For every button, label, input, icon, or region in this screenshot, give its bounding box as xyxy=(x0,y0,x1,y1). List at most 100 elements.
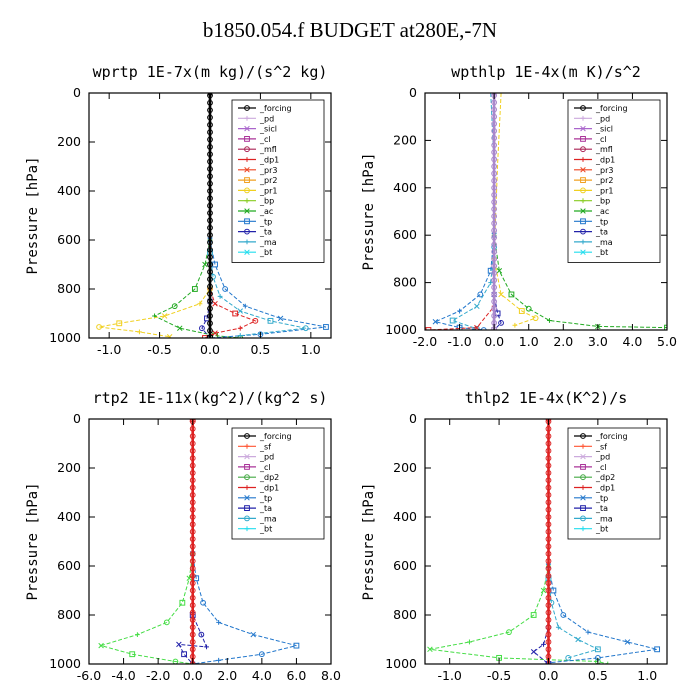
x-tick-label: 8.0 xyxy=(321,668,341,683)
marker xyxy=(491,256,498,262)
marker xyxy=(207,195,213,202)
legend-entry: _sf xyxy=(259,442,271,451)
marker xyxy=(580,249,586,255)
marker xyxy=(491,170,498,177)
marker xyxy=(207,93,213,96)
marker xyxy=(580,228,586,235)
marker xyxy=(207,254,213,261)
legend-entry: _cl xyxy=(259,135,271,144)
marker xyxy=(207,261,213,268)
marker xyxy=(491,177,498,184)
marker xyxy=(207,188,213,194)
marker xyxy=(580,515,586,522)
y-tick-label: 400 xyxy=(393,180,417,195)
legend-entry: _dp1 xyxy=(259,484,279,493)
marker xyxy=(302,325,309,332)
marker xyxy=(545,514,552,520)
series-line xyxy=(428,93,495,330)
legend-entry: _tp xyxy=(595,217,608,226)
marker xyxy=(189,492,196,498)
marker xyxy=(580,105,586,111)
marker xyxy=(207,166,213,172)
marker xyxy=(237,333,243,338)
marker xyxy=(244,474,250,481)
marker xyxy=(580,505,586,512)
x-tick-label: -1.0 xyxy=(437,668,461,683)
x-tick-label: 1.0 xyxy=(301,342,321,357)
marker xyxy=(244,228,250,235)
marker xyxy=(547,318,552,323)
y-axis-label: Pressure [hPa] xyxy=(361,152,377,270)
marker xyxy=(244,443,250,449)
marker xyxy=(491,305,498,312)
marker xyxy=(594,646,601,653)
marker xyxy=(98,642,104,649)
marker xyxy=(207,210,213,216)
marker xyxy=(222,286,229,292)
series-pr1 xyxy=(491,93,539,328)
y-tick-label: 600 xyxy=(393,227,417,242)
marker xyxy=(189,550,196,557)
marker xyxy=(212,330,218,336)
marker xyxy=(242,303,248,309)
marker xyxy=(258,651,265,658)
marker xyxy=(580,239,586,245)
marker xyxy=(545,425,552,432)
y-axis-label: Pressure [hPa] xyxy=(25,156,41,274)
legend-entry: _bp xyxy=(595,197,610,206)
marker xyxy=(491,241,498,248)
marker xyxy=(244,495,250,501)
marker xyxy=(560,612,567,618)
marker xyxy=(491,291,498,298)
marker xyxy=(198,631,205,638)
marker xyxy=(207,180,213,187)
marker xyxy=(491,206,498,213)
marker xyxy=(545,499,552,506)
marker xyxy=(207,121,213,128)
marker xyxy=(267,317,274,324)
legend-entry: _bt xyxy=(595,525,608,534)
marker xyxy=(512,322,518,328)
marker xyxy=(545,477,552,484)
legend-entry: _bt xyxy=(259,525,272,534)
marker xyxy=(207,305,213,312)
marker xyxy=(488,280,494,285)
marker xyxy=(189,543,196,550)
marker xyxy=(545,602,552,609)
marker xyxy=(545,587,552,594)
x-tick-label: 4.0 xyxy=(252,668,272,683)
marker xyxy=(244,208,250,214)
legend-entry: _bt xyxy=(259,248,272,257)
marker xyxy=(277,315,284,322)
series-forcing xyxy=(491,93,498,330)
x-tick-label: 0.5 xyxy=(588,668,608,683)
marker xyxy=(491,113,498,120)
marker xyxy=(532,315,539,322)
legend-entry: _forcing xyxy=(595,432,628,441)
marker xyxy=(491,277,498,284)
marker xyxy=(491,99,498,106)
series-line xyxy=(153,93,241,338)
y-tick-label: 0 xyxy=(409,85,417,100)
marker xyxy=(585,629,591,635)
marker xyxy=(189,536,196,542)
y-tick-label: 600 xyxy=(57,558,81,573)
marker xyxy=(191,286,198,292)
marker xyxy=(545,639,552,645)
marker xyxy=(545,646,552,653)
marker xyxy=(189,631,196,638)
x-tick-label: 3.0 xyxy=(588,334,608,349)
legend-entry: _bp xyxy=(259,197,274,206)
marker xyxy=(244,515,250,522)
series-forcing xyxy=(189,419,196,664)
series-pr1 xyxy=(96,93,213,338)
x-tick-label: -0.5 xyxy=(147,342,171,357)
marker xyxy=(244,125,250,132)
marker xyxy=(207,173,213,180)
plot-panel-1: wprtp 1E-7x(m kg)/(s^2 kg) Pressure [hPa]… xyxy=(25,63,332,357)
marker xyxy=(207,283,213,290)
marker xyxy=(216,657,222,663)
marker xyxy=(545,543,552,550)
marker xyxy=(491,128,498,134)
marker xyxy=(496,267,503,274)
